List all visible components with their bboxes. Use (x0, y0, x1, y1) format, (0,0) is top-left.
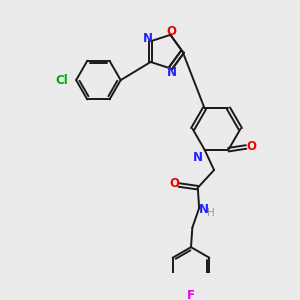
Text: O: O (246, 140, 256, 154)
Text: N: N (199, 203, 209, 216)
Text: Cl: Cl (56, 74, 68, 87)
Text: F: F (187, 289, 195, 300)
Text: N: N (193, 151, 203, 164)
Text: N: N (142, 32, 152, 45)
Text: O: O (167, 25, 177, 38)
Text: H: H (207, 208, 214, 218)
Text: N: N (167, 66, 177, 79)
Text: O: O (169, 177, 179, 190)
